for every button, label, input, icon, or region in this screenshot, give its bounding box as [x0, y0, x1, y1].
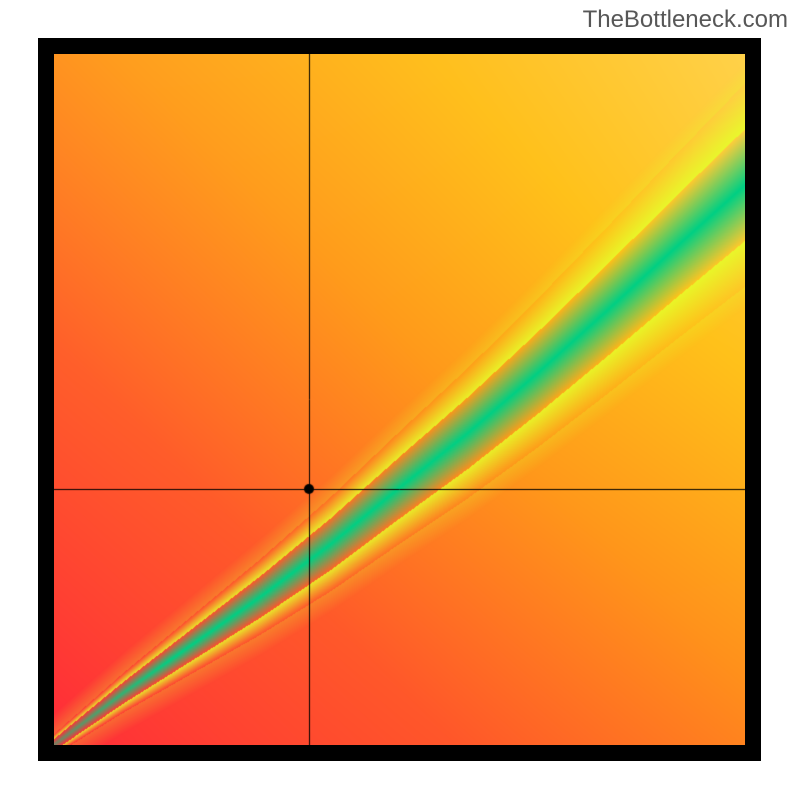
heatmap-canvas	[54, 54, 745, 745]
page-root: TheBottleneck.com	[0, 0, 800, 800]
watermark-text: TheBottleneck.com	[583, 6, 788, 34]
chart-frame	[38, 38, 761, 761]
